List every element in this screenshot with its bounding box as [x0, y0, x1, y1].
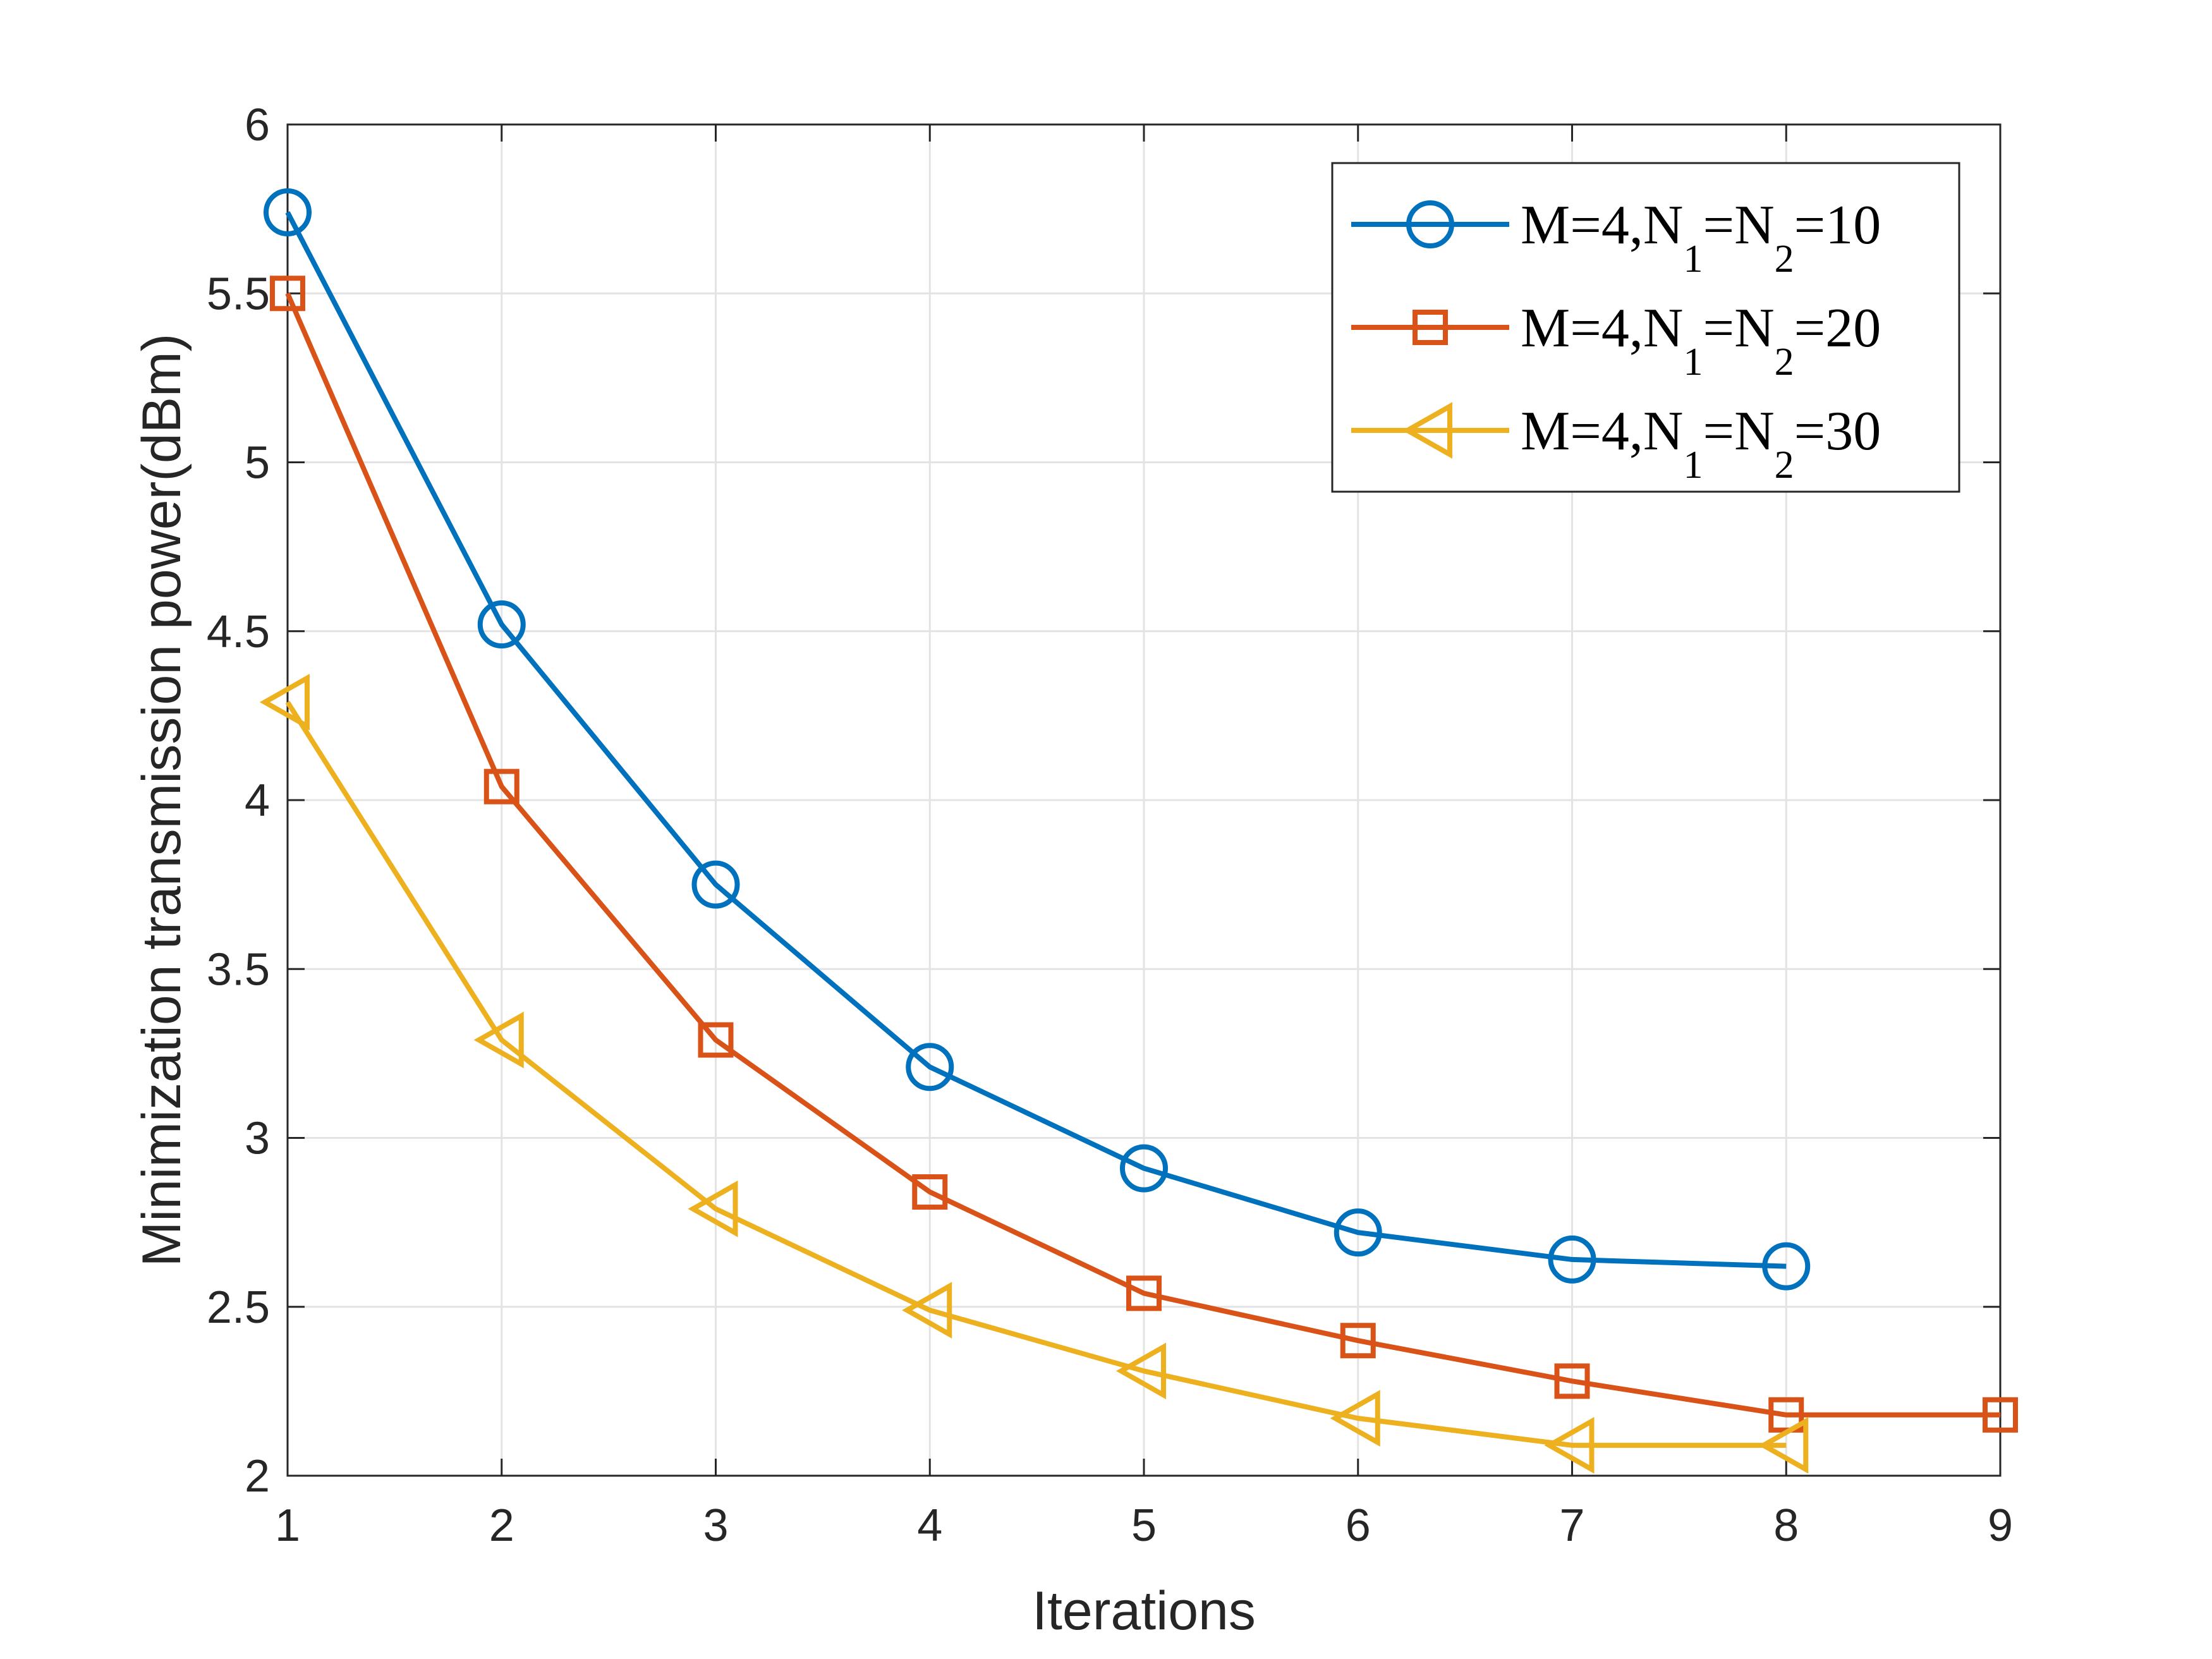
data-point	[902, 1282, 952, 1339]
data-point	[691, 860, 740, 909]
y-tick-label: 4.5	[207, 607, 270, 657]
series-line	[285, 292, 2000, 1418]
y-tick-label: 2	[245, 1451, 270, 1502]
data-point	[264, 188, 312, 236]
series-line	[285, 700, 1787, 1448]
y-tick-label: 3.5	[207, 944, 270, 995]
data-point	[1544, 1417, 1595, 1474]
legend-label: M=4,N1=N2=30	[1521, 401, 1881, 487]
axes	[286, 123, 2002, 1477]
series-1	[264, 188, 1811, 1291]
legend-subscript: 2	[1775, 238, 1794, 281]
data-point	[1548, 1235, 1596, 1284]
x-tick-label: 7	[1559, 1500, 1584, 1551]
legend-subscript: 1	[1683, 444, 1703, 487]
data-point	[1126, 1275, 1162, 1311]
x-tick-label: 8	[1773, 1500, 1799, 1551]
y-tick-label: 6	[245, 100, 270, 150]
data-point	[483, 769, 520, 805]
data-point	[270, 276, 305, 312]
x-tick-label: 2	[489, 1500, 514, 1551]
data-point	[688, 1180, 738, 1237]
data-point	[473, 1011, 524, 1069]
legend-subscript: 1	[1683, 238, 1703, 281]
y-tick-label: 5	[245, 438, 270, 489]
data-point	[1554, 1363, 1590, 1399]
data-point	[1758, 1417, 1809, 1474]
data-point	[906, 1043, 954, 1091]
x-tick-label: 3	[703, 1500, 728, 1551]
series-2	[270, 276, 2018, 1433]
legend-entry-3: M=4,N1=N2=30	[1351, 401, 1881, 487]
legend-label: M=4,N1=N2=20	[1521, 298, 1881, 384]
x-tick-label: 6	[1346, 1500, 1371, 1551]
y-axis-title: Minimization transmission power(dBm)	[131, 334, 192, 1267]
y-tick-label: 5.5	[207, 269, 270, 319]
data-point	[1983, 1397, 2018, 1433]
data-point	[259, 674, 310, 731]
legend: M=4,N1=N2=10 M=4,N1=N2=20 M=4,N1=N2=30	[1331, 162, 1960, 493]
data-point	[698, 1022, 734, 1058]
series-group	[259, 188, 2018, 1474]
x-axis-title: Iterations	[1032, 1581, 1256, 1641]
x-tick-label: 5	[1131, 1500, 1157, 1551]
legend-subscript: 1	[1683, 341, 1703, 384]
legend-label: M=4,N1=N2=10	[1521, 195, 1881, 281]
legend-subscript: 2	[1775, 444, 1794, 487]
legend-marker	[1413, 310, 1448, 345]
legend-marker	[1402, 402, 1452, 459]
legend-subscript: 2	[1775, 341, 1794, 384]
data-point	[1762, 1242, 1811, 1291]
series-line	[285, 211, 1787, 1269]
data-point	[1120, 1144, 1168, 1193]
tick-labels: 1 2 3 4 5 6 7 8 922.533.544.555.56	[207, 100, 2013, 1551]
data-point	[1334, 1208, 1382, 1257]
y-tick-label: 4	[245, 775, 270, 826]
x-tick-label: 9	[1988, 1500, 2013, 1551]
x-tick-label: 4	[917, 1500, 942, 1551]
legend-marker	[1406, 200, 1454, 248]
data-point	[477, 600, 526, 649]
data-point	[1115, 1342, 1166, 1400]
data-point	[1340, 1323, 1376, 1359]
x-tick-label: 1	[275, 1500, 300, 1551]
legend-entry-1: M=4,N1=N2=10	[1351, 195, 1881, 281]
data-point	[1330, 1390, 1380, 1447]
data-point	[912, 1174, 948, 1210]
y-tick-label: 3	[245, 1114, 270, 1164]
series-3	[259, 674, 1809, 1474]
y-tick-label: 2.5	[207, 1282, 270, 1333]
legend-entry-2: M=4,N1=N2=20	[1351, 298, 1881, 384]
